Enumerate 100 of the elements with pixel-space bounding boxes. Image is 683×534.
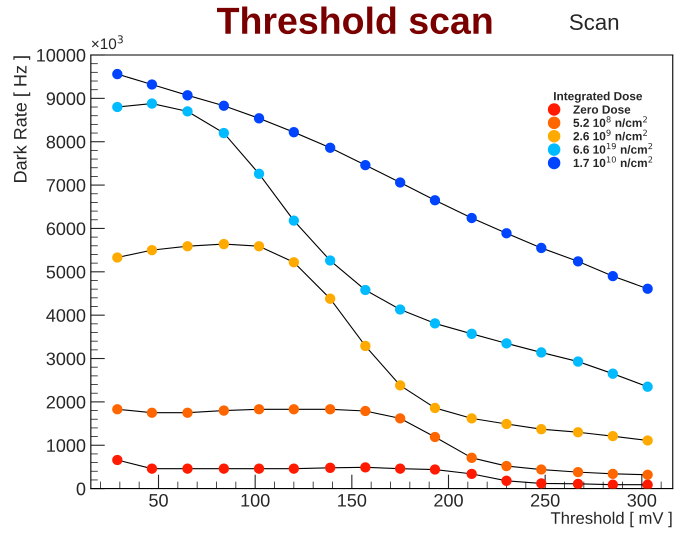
point	[642, 470, 653, 480]
point	[395, 380, 406, 391]
point	[608, 368, 618, 379]
legend-title: Integrated Dose	[554, 92, 642, 103]
point	[146, 244, 158, 256]
y-tick-label: 3000	[46, 352, 86, 366]
point	[466, 468, 477, 480]
point	[218, 128, 229, 138]
point	[572, 427, 584, 438]
point	[254, 404, 264, 414]
point	[395, 464, 406, 474]
point	[182, 408, 193, 418]
point	[395, 413, 406, 424]
y-tick-label: 10000	[37, 48, 86, 62]
point	[466, 328, 477, 339]
point	[536, 424, 546, 434]
point	[572, 478, 584, 489]
point	[288, 257, 299, 268]
legend-label: 6.6 10$^{19}$ n/cm$^{2}$	[573, 142, 652, 154]
point	[642, 435, 653, 446]
x-axis-title: Threshold [ mV ]	[550, 512, 672, 528]
point	[466, 212, 477, 224]
point	[112, 102, 122, 112]
point	[572, 356, 584, 367]
point	[325, 404, 336, 414]
legend-label: 1.7 10$^{10}$ n/cm$^{2}$	[574, 156, 652, 168]
point	[395, 304, 406, 315]
point	[608, 468, 618, 480]
point	[254, 241, 264, 252]
point	[572, 256, 584, 267]
point	[218, 405, 229, 416]
text: Scan	[570, 14, 618, 30]
point	[536, 464, 546, 475]
point	[360, 462, 371, 473]
y-axis-title: Dark Rate [ Hz ]	[13, 56, 30, 182]
y-tick-label: 7000	[46, 179, 86, 192]
point	[466, 452, 477, 463]
text: ×10$^{3}$	[92, 35, 123, 50]
point	[466, 413, 477, 424]
point	[536, 478, 546, 489]
point	[112, 404, 122, 414]
point	[536, 242, 546, 254]
point	[112, 252, 122, 263]
y-tick-label: 2000	[46, 396, 86, 409]
point	[288, 127, 299, 138]
point	[325, 142, 336, 153]
point	[608, 270, 618, 282]
chart-title: Threshold scan	[217, 6, 492, 34]
x-tick-label: 100	[241, 494, 270, 507]
point	[642, 382, 653, 392]
x-tick-label: 150	[338, 494, 366, 507]
point	[536, 347, 546, 358]
point	[501, 460, 512, 472]
x-tick-label: 200	[434, 494, 463, 507]
point	[430, 432, 440, 442]
legend-label: 2.6 10$^{9}$ n/cm$^{2}$	[573, 130, 647, 140]
point	[146, 464, 158, 474]
point	[146, 98, 158, 109]
point	[430, 318, 440, 329]
legend-label: Zero Dose	[573, 105, 630, 114]
point	[608, 430, 618, 442]
point	[572, 466, 584, 478]
point	[254, 464, 264, 474]
point	[395, 177, 406, 188]
point	[218, 100, 229, 111]
legend-label: 5.2 10$^{8}$ n/cm$^{2}$	[573, 116, 647, 128]
point	[430, 402, 440, 414]
x-tick-label: 50	[149, 494, 168, 507]
y-tick-label: 5000	[46, 266, 86, 279]
point	[112, 454, 122, 466]
point	[288, 464, 299, 474]
point	[254, 113, 264, 124]
point	[501, 476, 512, 486]
point	[430, 464, 440, 475]
x-tick-label: 250	[531, 494, 560, 507]
point	[642, 480, 653, 489]
point	[360, 340, 371, 352]
point	[501, 338, 512, 348]
point	[360, 406, 371, 416]
point	[146, 79, 158, 90]
point	[254, 168, 264, 179]
x-tick-label: 300	[627, 494, 656, 507]
point	[360, 284, 371, 296]
point	[430, 195, 440, 206]
point	[112, 68, 122, 80]
point	[608, 480, 618, 489]
point	[182, 90, 193, 100]
point	[182, 106, 193, 117]
point	[360, 160, 371, 170]
point	[218, 238, 229, 250]
point	[501, 418, 512, 430]
y-tick-label: 6000	[46, 222, 86, 236]
y-tick-label: 9000	[46, 92, 86, 106]
point	[325, 294, 336, 304]
y-tick-label: 0	[76, 482, 86, 496]
y-tick-label: 4000	[46, 309, 86, 322]
y-tick-label: 8000	[46, 136, 86, 148]
point	[288, 215, 299, 226]
point	[182, 241, 193, 252]
point	[288, 404, 299, 414]
